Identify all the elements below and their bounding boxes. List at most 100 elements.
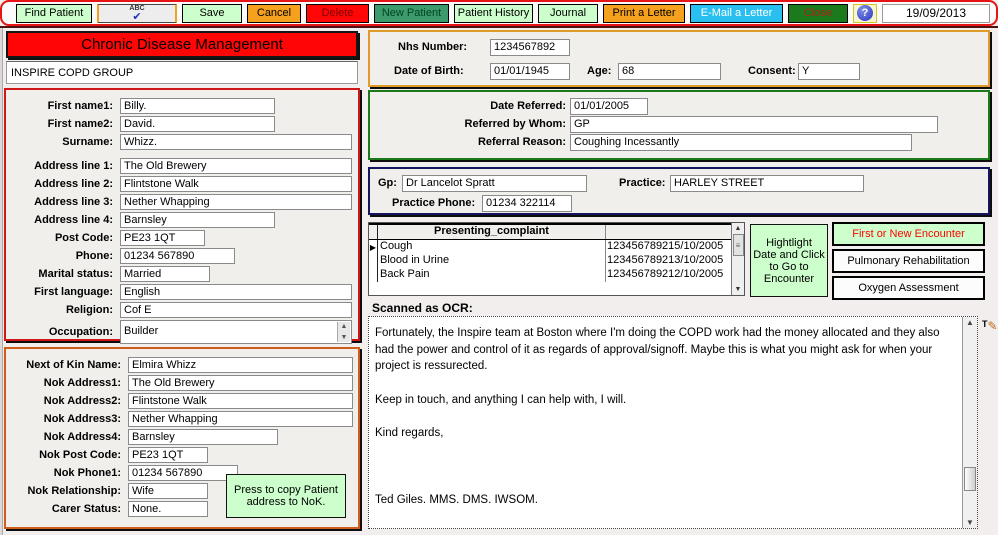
table-row[interactable]: ▶ Cough 123456789215/10/2005 — [369, 240, 744, 254]
copy-address-to-nok-button[interactable]: Press to copy Patient address to NoK. — [226, 474, 346, 518]
scroll-down-icon[interactable]: ▼ — [340, 334, 348, 341]
first-language-input[interactable]: English — [120, 284, 352, 300]
post-code-input[interactable]: PE23 1QT — [120, 230, 205, 246]
nok-address1-input[interactable]: The Old Brewery — [128, 375, 353, 391]
ocr-scrollbar[interactable]: ▲ ▼ — [962, 317, 977, 528]
first-language-label: First language: — [34, 286, 113, 298]
nok-address2-label: Nok Address2: — [43, 395, 121, 407]
scroll-up-icon[interactable]: ▲ — [966, 318, 974, 327]
patient-demographics-panel: First name1: Billy. First name2: David. Su… — [4, 88, 360, 344]
address-line4-input[interactable]: Barnsley — [120, 212, 275, 228]
gp-input[interactable]: Dr Lancelot Spratt — [402, 175, 587, 192]
presenting-complaint-column-header[interactable]: Presenting_complaint — [434, 225, 549, 237]
identifiers-panel: Nhs Number: 1234567892 Date of Birth: 01… — [368, 30, 990, 87]
patient-history-button[interactable]: Patient History — [454, 3, 533, 23]
first-name1-label: First name1: — [47, 100, 113, 112]
marital-status-input[interactable]: Married — [120, 266, 210, 282]
carer-status-input[interactable]: None. — [128, 501, 208, 517]
scanned-ocr-label: Scanned as OCR: — [372, 301, 473, 315]
scroll-down-icon[interactable]: ▼ — [734, 286, 742, 293]
referral-reason-input[interactable]: Coughing Incessantly — [570, 134, 912, 151]
close-button[interactable]: Close — [788, 3, 848, 23]
table-row[interactable]: Blood in Urine 123456789213/10/2005 — [369, 254, 744, 268]
nok-name-input[interactable]: Elmira Whizz — [128, 357, 353, 373]
ocr-textarea[interactable]: Fortunately, the Inspire team at Boston … — [368, 316, 978, 529]
edit-pen-icon[interactable]: T✎ — [982, 319, 998, 333]
oxygen-assessment-button[interactable]: Oxygen Assessment — [832, 276, 985, 300]
delete-button[interactable]: Delete — [306, 3, 369, 23]
surname-input[interactable]: Whizz. — [120, 134, 352, 150]
pulmonary-rehabilitation-button[interactable]: Pulmonary Rehabilitation — [832, 249, 985, 273]
nok-phone1-input[interactable]: 01234 567890 — [128, 465, 238, 481]
dob-label: Date of Birth: — [394, 65, 464, 77]
toolbar: Find Patient ABC ✔ Save Cancel Delete Ne… — [0, 0, 998, 26]
email-letter-button[interactable]: E-Mail a Letter — [690, 3, 783, 23]
spell-abc-icon: ABC — [129, 4, 145, 12]
cancel-button[interactable]: Cancel — [247, 3, 301, 23]
toolbar-divider — [0, 26, 998, 28]
first-name2-input[interactable]: David. — [120, 116, 275, 132]
occupation-scrollbar[interactable]: ▲ ▼ — [337, 322, 350, 342]
scroll-up-icon[interactable]: ▲ — [340, 323, 348, 330]
date-referred-input[interactable]: 01/01/2005 — [570, 98, 648, 115]
marital-status-label: Marital status: — [38, 268, 113, 280]
spell-checkmark-icon: ✔ — [132, 10, 142, 23]
scrollbar-thumb[interactable] — [964, 467, 976, 491]
spell-check-button[interactable]: ABC ✔ — [97, 3, 177, 23]
age-input[interactable]: 68 — [618, 63, 721, 80]
help-button[interactable]: ? — [853, 3, 877, 23]
print-letter-button[interactable]: Print a Letter — [603, 3, 685, 23]
help-icon: ? — [857, 5, 873, 21]
current-date-field[interactable]: 19/09/2013 — [882, 3, 990, 23]
scroll-up-icon[interactable]: ▲ — [734, 225, 742, 232]
consent-input[interactable]: Y — [798, 63, 860, 80]
address-line1-input[interactable]: The Old Brewery — [120, 158, 352, 174]
carer-status-label: Carer Status: — [51, 503, 121, 515]
religion-label: Religion: — [65, 304, 113, 316]
referral-panel: Date Referred: 01/01/2005 Referred by Wh… — [368, 90, 990, 160]
row-selector-icon: ▶ — [369, 240, 378, 254]
page-title: Chronic Disease Management — [6, 31, 358, 58]
nok-post-code-input[interactable]: PE23 1QT — [128, 447, 208, 463]
address-line2-input[interactable]: Flintstone Walk — [120, 176, 352, 192]
journal-button[interactable]: Journal — [538, 3, 598, 23]
save-button[interactable]: Save — [182, 3, 242, 23]
referral-reason-label: Referral Reason: — [477, 136, 566, 148]
nok-address2-input[interactable]: Flintstone Walk — [128, 393, 353, 409]
phone-input[interactable]: 01234 567890 — [120, 248, 235, 264]
scroll-down-icon[interactable]: ▼ — [966, 518, 974, 527]
address-line1-label: Address line 1: — [34, 160, 113, 172]
go-to-encounter-button[interactable]: Hightlight Date and Click to Go to Encou… — [750, 224, 828, 297]
nok-relationship-input[interactable]: Wife — [128, 483, 208, 499]
nhs-number-input[interactable]: 1234567892 — [490, 39, 570, 56]
nok-address4-input[interactable]: Barnsley — [128, 429, 278, 445]
address-line3-input[interactable]: Nether Whapping — [120, 194, 352, 210]
practice-input[interactable]: HARLEY STREET — [670, 175, 864, 192]
age-label: Age: — [587, 65, 612, 77]
table-header-row: Presenting_complaint — [369, 223, 744, 240]
nok-address3-input[interactable]: Nether Whapping — [128, 411, 353, 427]
table-row[interactable]: Back Pain 123456789212/10/2005 — [369, 268, 744, 282]
post-code-label: Post Code: — [54, 232, 113, 244]
first-name2-label: First name2: — [47, 118, 113, 130]
ocr-text[interactable]: Fortunately, the Inspire team at Boston … — [375, 327, 940, 506]
dob-input[interactable]: 01/01/1945 — [490, 63, 570, 80]
group-name-field[interactable]: INSPIRE COPD GROUP — [6, 61, 358, 84]
practice-phone-input[interactable]: 01234 322114 — [482, 195, 572, 212]
scrollbar-thumb[interactable]: ≡ — [732, 234, 744, 256]
new-patient-button[interactable]: New Patient — [374, 3, 449, 23]
occupation-label: Occupation: — [48, 326, 113, 338]
find-patient-button[interactable]: Find Patient — [16, 3, 92, 23]
referred-by-whom-input[interactable]: GP — [570, 116, 938, 133]
first-name1-input[interactable]: Billy. — [120, 98, 275, 114]
address-line4-label: Address line 4: — [34, 214, 113, 226]
nok-relationship-label: Nok Relationship: — [27, 485, 121, 497]
table-scrollbar[interactable]: ▲ ≡ ▼ — [731, 223, 744, 295]
first-or-new-encounter-button[interactable]: First or New Encounter — [832, 222, 985, 246]
nok-address1-label: Nok Address1: — [43, 377, 121, 389]
consent-label: Consent: — [748, 65, 796, 77]
religion-input[interactable]: Cof E — [120, 302, 352, 318]
occupation-input[interactable]: Builder ▲ ▼ — [120, 320, 352, 344]
date-referred-label: Date Referred: — [490, 100, 566, 112]
gp-panel: Gp: Dr Lancelot Spratt Practice: HARLEY … — [368, 167, 990, 215]
